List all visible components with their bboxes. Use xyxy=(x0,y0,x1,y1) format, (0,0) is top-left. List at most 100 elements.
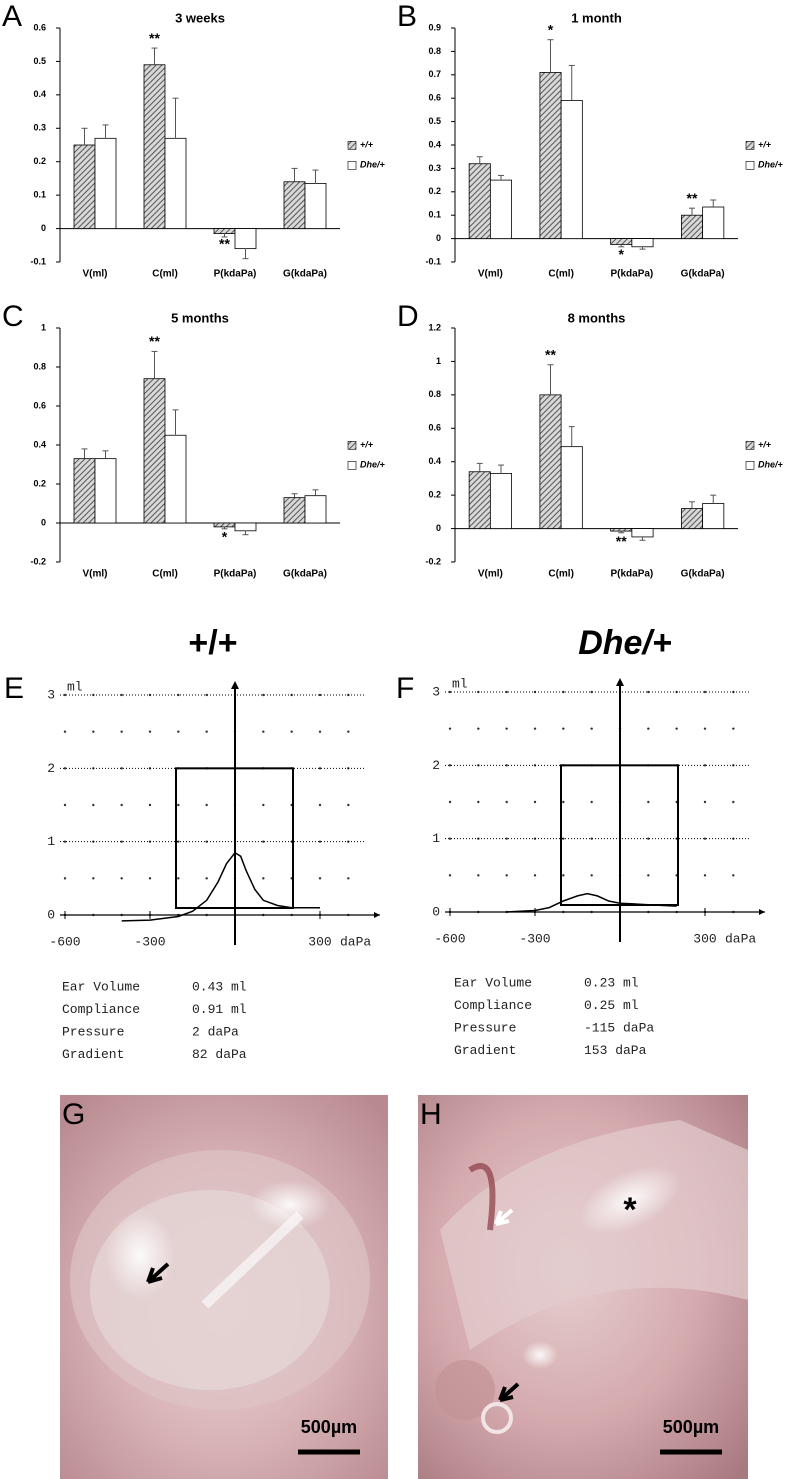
grid-dot xyxy=(533,727,537,730)
bar xyxy=(610,238,633,245)
panel-letter: E xyxy=(4,672,24,705)
bar xyxy=(283,181,306,229)
significance-marker: ** xyxy=(149,333,160,349)
panel-letter: F xyxy=(396,672,414,705)
bar xyxy=(73,458,96,524)
significance-marker: * xyxy=(548,21,554,37)
y-tick-label: 1 xyxy=(41,322,46,332)
grid-dot xyxy=(505,727,508,730)
grid-dot xyxy=(63,877,67,880)
legend-label: Dhe/+ xyxy=(758,460,784,470)
readout-label: Pressure xyxy=(62,1024,124,1039)
y-tick-label: 0.8 xyxy=(33,361,46,371)
grid-dot xyxy=(505,837,508,840)
x-tick-label: G(kdaPa) xyxy=(681,569,725,580)
grid-dot xyxy=(448,800,452,804)
significance-marker: ** xyxy=(219,235,230,251)
x-tick-label: P(kdaPa) xyxy=(214,569,257,580)
y-tick-label: -0.2 xyxy=(30,556,46,566)
readout-label: Compliance xyxy=(62,1002,140,1017)
grid-dot xyxy=(647,837,650,840)
readout-value: -115 daPa xyxy=(584,1020,654,1035)
x-tick-label: V(ml) xyxy=(83,569,108,580)
grid-dot xyxy=(63,767,67,770)
x-unit: daPa xyxy=(725,931,756,946)
grid-dot xyxy=(177,693,180,697)
grid-dot xyxy=(590,690,593,694)
panel-letter: H xyxy=(420,1098,442,1131)
y-tick-label: 0.2 xyxy=(33,478,46,488)
grid-dot xyxy=(318,730,322,733)
y-tick-label: 1 xyxy=(47,834,55,849)
grid-dot xyxy=(92,730,95,733)
grid-dot xyxy=(647,800,650,804)
tympanogram-curve xyxy=(121,851,320,922)
grid-dot xyxy=(505,690,508,694)
x-tick-label: P(kdaPa) xyxy=(610,269,653,280)
scale-label: 500µm xyxy=(663,1417,719,1437)
grid-dot xyxy=(703,690,707,694)
y-tick-label: 0.7 xyxy=(428,69,441,79)
legend-label: Dhe/+ xyxy=(360,160,386,170)
grid-dot xyxy=(703,764,707,767)
bar xyxy=(94,458,117,524)
readout-value: 0.23 ml xyxy=(584,975,639,990)
bar xyxy=(681,214,704,239)
grid-dot xyxy=(177,730,180,733)
y-tick-label: -0.1 xyxy=(425,256,441,266)
y-tick-label: -0.1 xyxy=(30,256,46,266)
y-tick-label: 2 xyxy=(47,761,55,776)
legend-swatch xyxy=(347,441,357,450)
x-tick-label: G(kdaPa) xyxy=(283,569,327,580)
x-tick-label: 300 xyxy=(308,934,331,949)
grid-dot xyxy=(262,840,265,843)
grid-dot xyxy=(590,837,593,840)
normal-box xyxy=(560,764,679,906)
panel-letter: D xyxy=(397,300,419,333)
legend-swatch xyxy=(745,441,755,450)
grid-dot xyxy=(448,764,452,767)
y-tick-label: 0 xyxy=(41,517,46,527)
x-tick-label: G(kdaPa) xyxy=(681,269,725,280)
grid-dot xyxy=(562,837,565,840)
y-tick-label: -0.2 xyxy=(425,556,441,566)
chart-title: 8 months xyxy=(568,310,626,325)
bar xyxy=(213,522,236,528)
grid-dot xyxy=(647,874,650,877)
readout-label: Ear Volume xyxy=(62,979,140,994)
grid-dot xyxy=(177,803,180,807)
grid-dot xyxy=(318,767,322,770)
grid-dot xyxy=(703,727,707,730)
axis-arrow xyxy=(616,678,624,686)
bar xyxy=(304,495,327,524)
grid-dot xyxy=(505,764,508,767)
grid-dot xyxy=(148,803,152,807)
grid-dot xyxy=(347,877,350,880)
x-tick-label: G(kdaPa) xyxy=(283,269,327,280)
grid-dot xyxy=(318,840,322,843)
bar xyxy=(702,503,725,529)
readout-value: 0.25 ml xyxy=(584,998,639,1013)
grid-dot xyxy=(148,730,152,733)
grid-dot xyxy=(120,803,123,807)
y-tick-label: 0.8 xyxy=(428,46,441,56)
grid-dot xyxy=(562,874,565,877)
y-tick-label: 3 xyxy=(432,684,440,699)
grid-dot xyxy=(120,693,123,697)
y-tick-label: 0.5 xyxy=(33,56,46,66)
readout-value: 153 daPa xyxy=(584,1043,647,1058)
grid-dot xyxy=(477,800,480,804)
x-tick-label: -600 xyxy=(49,934,80,949)
readout-label: Compliance xyxy=(454,998,532,1013)
grid-dot xyxy=(63,693,67,697)
bar xyxy=(560,100,583,239)
y-tick-label: 0 xyxy=(41,223,46,233)
grid-dot xyxy=(562,800,565,804)
grid-dot xyxy=(703,800,707,804)
chart-title: 5 months xyxy=(171,310,229,325)
grid-dot xyxy=(590,874,593,877)
legend-swatch xyxy=(745,460,755,470)
y-tick-label: 0 xyxy=(436,233,441,243)
y-tick-label: 1 xyxy=(436,356,441,366)
